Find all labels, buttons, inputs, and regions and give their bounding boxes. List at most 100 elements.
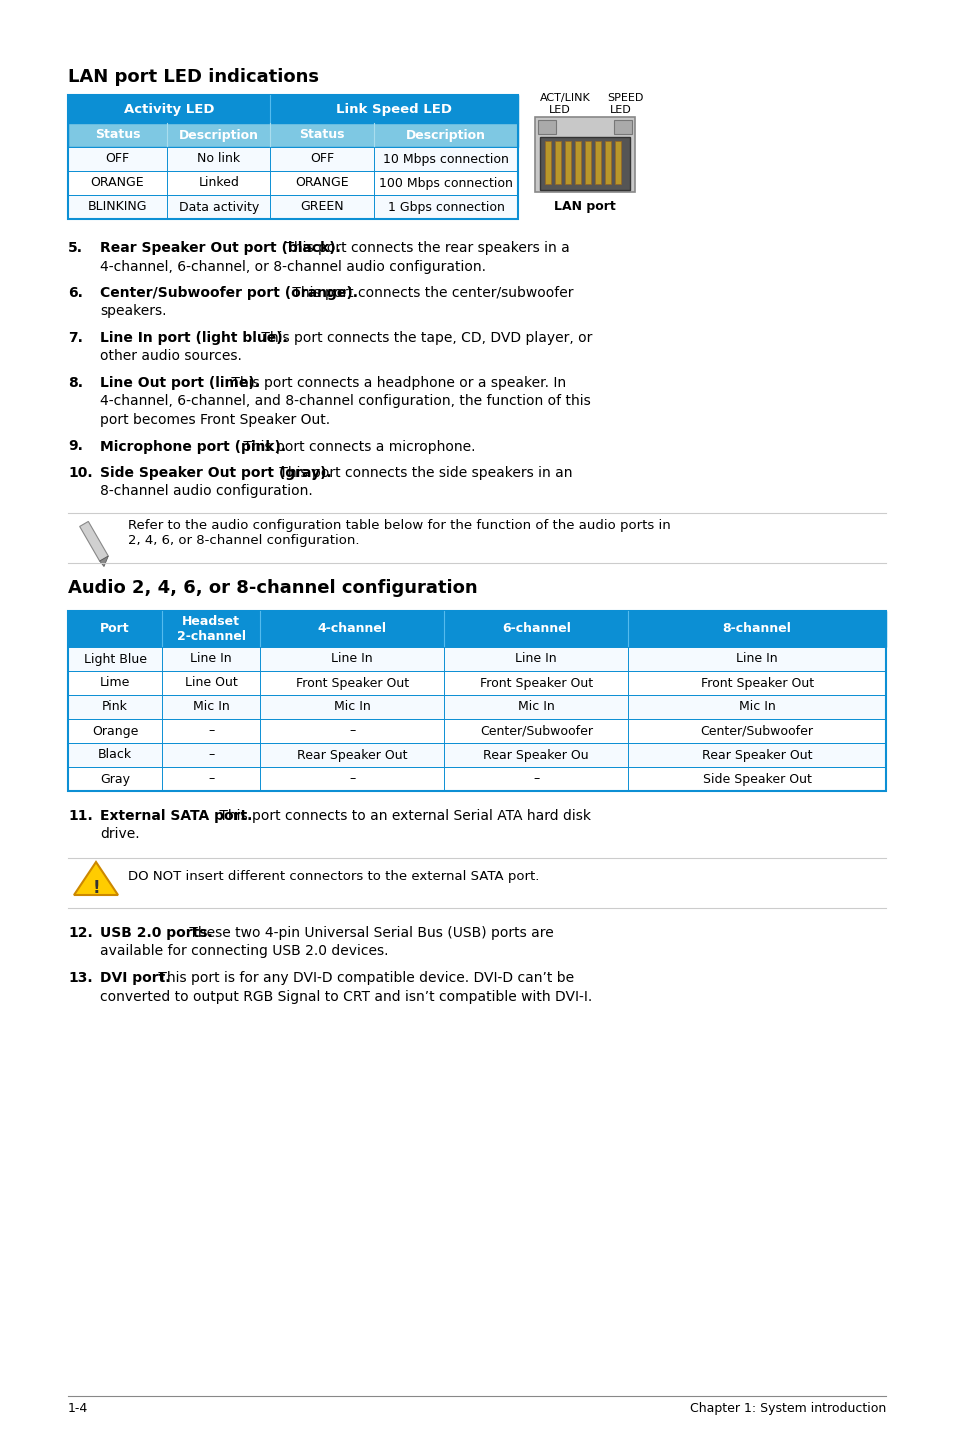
Text: 1 Gbps connection: 1 Gbps connection <box>387 200 504 213</box>
Text: converted to output RGB Signal to CRT and isn’t compatible with DVI-I.: converted to output RGB Signal to CRT an… <box>100 989 592 1004</box>
Text: This port connects the side speakers in an: This port connects the side speakers in … <box>275 466 573 480</box>
Bar <box>68 611 885 791</box>
Text: speakers.: speakers. <box>100 305 167 318</box>
Text: Port: Port <box>100 623 130 636</box>
Bar <box>68 171 517 196</box>
Text: –: – <box>533 772 538 785</box>
Text: Center/Subwoofer: Center/Subwoofer <box>700 725 813 738</box>
Bar <box>614 119 631 134</box>
Text: –: – <box>208 725 214 738</box>
Text: Rear Speaker Out: Rear Speaker Out <box>701 749 812 762</box>
Text: DO NOT insert different connectors to the external SATA port.: DO NOT insert different connectors to th… <box>128 870 538 883</box>
Text: 4-channel, 6-channel, and 8-channel configuration, the function of this: 4-channel, 6-channel, and 8-channel conf… <box>100 394 590 408</box>
Bar <box>604 141 610 184</box>
Bar <box>564 141 571 184</box>
Text: Status: Status <box>94 128 140 141</box>
Bar <box>535 116 635 193</box>
Text: OFF: OFF <box>310 152 334 165</box>
Text: GREEN: GREEN <box>300 200 344 213</box>
Text: Light Blue: Light Blue <box>84 653 147 666</box>
Text: 8.: 8. <box>68 375 83 390</box>
Text: 7.: 7. <box>68 331 83 345</box>
Text: –: – <box>208 772 214 785</box>
Text: Gray: Gray <box>100 772 130 785</box>
Bar <box>584 141 590 184</box>
Bar <box>68 647 885 672</box>
Bar <box>555 141 560 184</box>
Text: Linked: Linked <box>198 177 239 190</box>
Text: 5.: 5. <box>68 242 83 255</box>
Bar <box>68 124 517 147</box>
Text: LAN port LED indications: LAN port LED indications <box>68 68 318 86</box>
Text: ACT/LINK: ACT/LINK <box>539 93 590 104</box>
Text: LED: LED <box>609 105 631 115</box>
Text: Mic In: Mic In <box>334 700 371 713</box>
Text: Side Speaker Out port (gray).: Side Speaker Out port (gray). <box>100 466 332 480</box>
Bar <box>68 611 885 647</box>
Text: Line In: Line In <box>736 653 777 666</box>
Text: Rear Speaker Out: Rear Speaker Out <box>296 749 407 762</box>
Text: 13.: 13. <box>68 971 92 985</box>
Text: Headset
2-channel: Headset 2-channel <box>176 615 245 643</box>
Bar <box>537 119 556 134</box>
Text: Line Out: Line Out <box>185 676 237 689</box>
Bar <box>575 141 580 184</box>
Text: Chapter 1: System introduction: Chapter 1: System introduction <box>689 1402 885 1415</box>
Text: Rear Speaker Out port (black).: Rear Speaker Out port (black). <box>100 242 340 255</box>
Text: Side Speaker Out: Side Speaker Out <box>702 772 811 785</box>
Text: –: – <box>208 749 214 762</box>
Text: 6-channel: 6-channel <box>501 623 570 636</box>
Text: This port is for any DVI-D compatible device. DVI-D can’t be: This port is for any DVI-D compatible de… <box>154 971 574 985</box>
Text: Mic In: Mic In <box>517 700 554 713</box>
Text: This port connects to an external Serial ATA hard disk: This port connects to an external Serial… <box>214 810 590 823</box>
Text: Front Speaker Out: Front Speaker Out <box>700 676 813 689</box>
Bar <box>68 766 885 791</box>
Bar <box>68 719 885 743</box>
Text: Line In: Line In <box>191 653 232 666</box>
Text: This port connects a headphone or a speaker. In: This port connects a headphone or a spea… <box>227 375 565 390</box>
Text: Microphone port (pink).: Microphone port (pink). <box>100 440 286 453</box>
Text: Front Speaker Out: Front Speaker Out <box>295 676 409 689</box>
Text: Rear Speaker Ou: Rear Speaker Ou <box>483 749 589 762</box>
Text: –: – <box>349 772 355 785</box>
Text: This port connects the center/subwoofer: This port connects the center/subwoofer <box>287 286 573 301</box>
Text: available for connecting USB 2.0 devices.: available for connecting USB 2.0 devices… <box>100 945 388 959</box>
Text: LED: LED <box>548 105 570 115</box>
Text: This port connects the rear speakers in a: This port connects the rear speakers in … <box>281 242 570 255</box>
Text: 10.: 10. <box>68 466 92 480</box>
Bar <box>68 196 517 219</box>
Text: Data activity: Data activity <box>178 200 258 213</box>
Text: –: – <box>349 725 355 738</box>
Text: 10 Mbps connection: 10 Mbps connection <box>383 152 508 165</box>
Bar <box>544 141 551 184</box>
Text: 100 Mbps connection: 100 Mbps connection <box>378 177 513 190</box>
Text: ORANGE: ORANGE <box>91 177 144 190</box>
Text: Pink: Pink <box>102 700 128 713</box>
Text: This port connects a microphone.: This port connects a microphone. <box>239 440 476 453</box>
Text: USB 2.0 ports.: USB 2.0 ports. <box>100 926 213 940</box>
Text: port becomes Front Speaker Out.: port becomes Front Speaker Out. <box>100 413 330 427</box>
Text: 8-channel: 8-channel <box>722 623 791 636</box>
Text: Mic In: Mic In <box>738 700 775 713</box>
Text: Mic In: Mic In <box>193 700 230 713</box>
Text: Front Speaker Out: Front Speaker Out <box>479 676 592 689</box>
Polygon shape <box>80 522 109 561</box>
Text: 1-4: 1-4 <box>68 1402 89 1415</box>
Text: Audio 2, 4, 6, or 8-channel configuration: Audio 2, 4, 6, or 8-channel configuratio… <box>68 580 477 597</box>
Text: 4-channel: 4-channel <box>317 623 386 636</box>
Text: Activity LED: Activity LED <box>124 102 214 115</box>
Polygon shape <box>99 557 109 567</box>
Text: 4-channel, 6-channel, or 8-channel audio configuration.: 4-channel, 6-channel, or 8-channel audio… <box>100 259 485 273</box>
Text: DVI port.: DVI port. <box>100 971 171 985</box>
Text: other audio sources.: other audio sources. <box>100 349 242 364</box>
Text: 6.: 6. <box>68 286 83 301</box>
Text: Status: Status <box>299 128 345 141</box>
Polygon shape <box>74 861 118 894</box>
Text: OFF: OFF <box>106 152 130 165</box>
Bar <box>539 137 629 190</box>
Bar <box>615 141 620 184</box>
Text: Orange: Orange <box>91 725 138 738</box>
Text: BLINKING: BLINKING <box>88 200 147 213</box>
Text: Line In: Line In <box>331 653 373 666</box>
Bar <box>68 672 885 695</box>
